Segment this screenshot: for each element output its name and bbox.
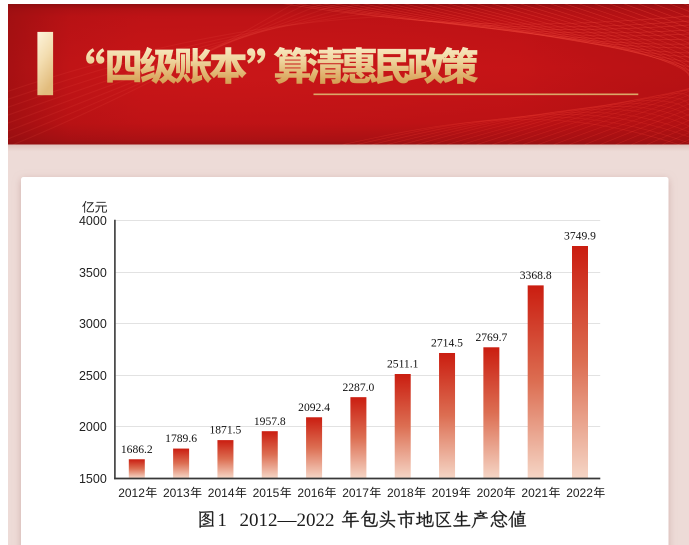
svg-text:3000: 3000 xyxy=(79,317,107,331)
svg-text:2287.0: 2287.0 xyxy=(342,381,374,394)
svg-text:1686.2: 1686.2 xyxy=(121,443,153,456)
svg-text:2000: 2000 xyxy=(79,420,107,434)
svg-text:2014: 2014 xyxy=(208,486,235,500)
svg-text:1789.6: 1789.6 xyxy=(165,432,197,445)
svg-text:2021: 2021 xyxy=(521,486,548,500)
svg-text:2092.4: 2092.4 xyxy=(298,401,330,414)
svg-text:2500: 2500 xyxy=(79,369,107,383)
svg-text:2511.1: 2511.1 xyxy=(387,358,419,371)
svg-text:2020: 2020 xyxy=(477,486,504,500)
svg-text:2018: 2018 xyxy=(387,486,414,500)
svg-text:2013: 2013 xyxy=(163,486,190,500)
svg-text:3368.8: 3368.8 xyxy=(520,269,552,282)
svg-text:2012—2022: 2012—2022 xyxy=(240,510,335,531)
svg-text:1871.5: 1871.5 xyxy=(209,424,241,437)
svg-text:2016: 2016 xyxy=(297,486,324,500)
svg-text:2022: 2022 xyxy=(566,486,593,500)
svg-text:1500: 1500 xyxy=(79,472,107,486)
svg-text:1957.8: 1957.8 xyxy=(254,415,286,428)
svg-text:3500: 3500 xyxy=(79,266,107,280)
svg-text:3749.9: 3749.9 xyxy=(564,230,596,243)
svg-text:2017: 2017 xyxy=(342,486,369,500)
svg-text:2015: 2015 xyxy=(253,486,280,500)
svg-text:2012: 2012 xyxy=(118,486,145,500)
svg-text:4000: 4000 xyxy=(79,214,107,228)
svg-text:1: 1 xyxy=(217,510,227,531)
svg-text:2019: 2019 xyxy=(432,486,459,500)
svg-text:2769.7: 2769.7 xyxy=(475,331,507,344)
svg-text:2714.5: 2714.5 xyxy=(431,337,463,350)
